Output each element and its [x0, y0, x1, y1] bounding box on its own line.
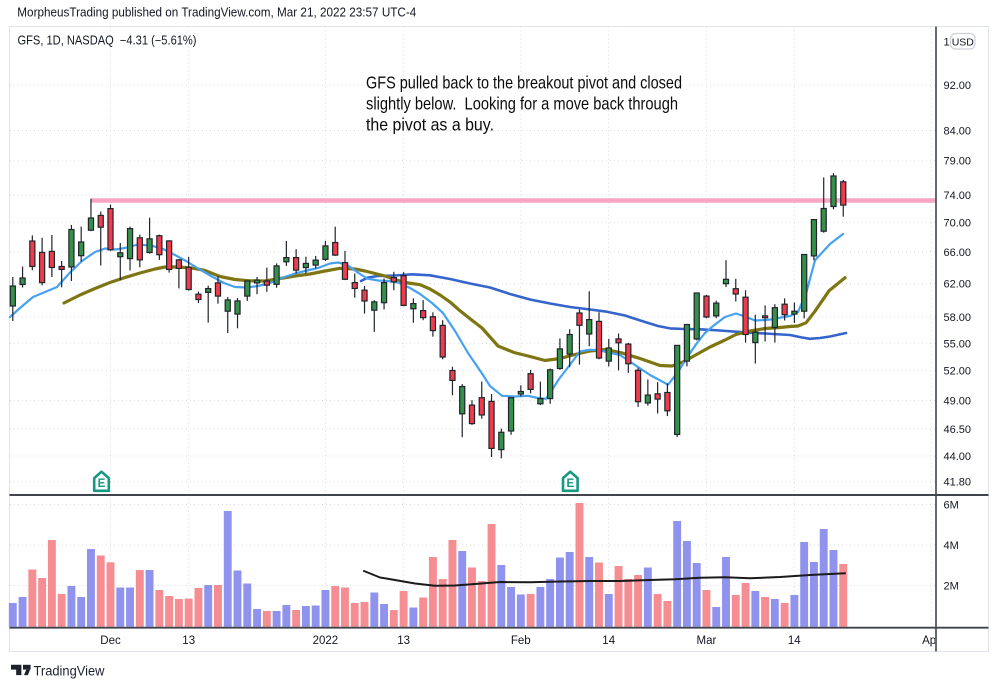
svg-text:the pivot as a buy.: the pivot as a buy. — [366, 114, 494, 134]
svg-text:E: E — [98, 478, 106, 490]
svg-text:79.00: 79.00 — [944, 156, 972, 168]
svg-text:14: 14 — [788, 635, 801, 647]
svg-text:13: 13 — [397, 635, 410, 647]
svg-text:GFS, 1D, NASDAQ −4.31 (−5.61%: GFS, 1D, NASDAQ −4.31 (−5.61%) — [18, 34, 197, 48]
svg-text:84.00: 84.00 — [944, 125, 972, 137]
svg-text:GFS pulled back to the breakou: GFS pulled back to the breakout pivot an… — [366, 72, 682, 92]
svg-text:92.00: 92.00 — [944, 80, 972, 92]
svg-text:Apr: Apr — [922, 635, 940, 647]
svg-text:41.80: 41.80 — [944, 477, 972, 489]
svg-text:USD: USD — [952, 36, 975, 48]
svg-text:58.00: 58.00 — [944, 312, 972, 324]
svg-text:E: E — [566, 478, 574, 490]
svg-text:2022: 2022 — [313, 635, 339, 647]
svg-text:44.00: 44.00 — [944, 451, 972, 463]
svg-text:13: 13 — [182, 635, 195, 647]
svg-text:2M: 2M — [944, 580, 959, 592]
svg-text:62.00: 62.00 — [944, 279, 972, 291]
svg-text:66.00: 66.00 — [944, 247, 972, 259]
svg-text:Feb: Feb — [511, 635, 531, 647]
svg-text:1: 1 — [944, 36, 950, 48]
svg-text:74.00: 74.00 — [944, 190, 972, 202]
svg-text:14: 14 — [602, 635, 615, 647]
svg-text:52.00: 52.00 — [944, 366, 972, 378]
svg-text:Mar: Mar — [696, 635, 716, 647]
svg-text:46.50: 46.50 — [944, 424, 972, 436]
svg-text:4M: 4M — [944, 540, 959, 552]
svg-text:MorpheusTrading published on T: MorpheusTrading published on TradingView… — [17, 5, 416, 19]
svg-text:slightly below. Looking for a: slightly below. Looking for a move back … — [366, 94, 678, 114]
svg-text:70.00: 70.00 — [944, 217, 972, 229]
svg-text:49.00: 49.00 — [944, 395, 972, 407]
svg-text:55.00: 55.00 — [944, 339, 972, 351]
svg-text:TradingView: TradingView — [34, 664, 106, 680]
svg-text:Dec: Dec — [100, 635, 121, 647]
svg-text:6M: 6M — [944, 499, 959, 511]
